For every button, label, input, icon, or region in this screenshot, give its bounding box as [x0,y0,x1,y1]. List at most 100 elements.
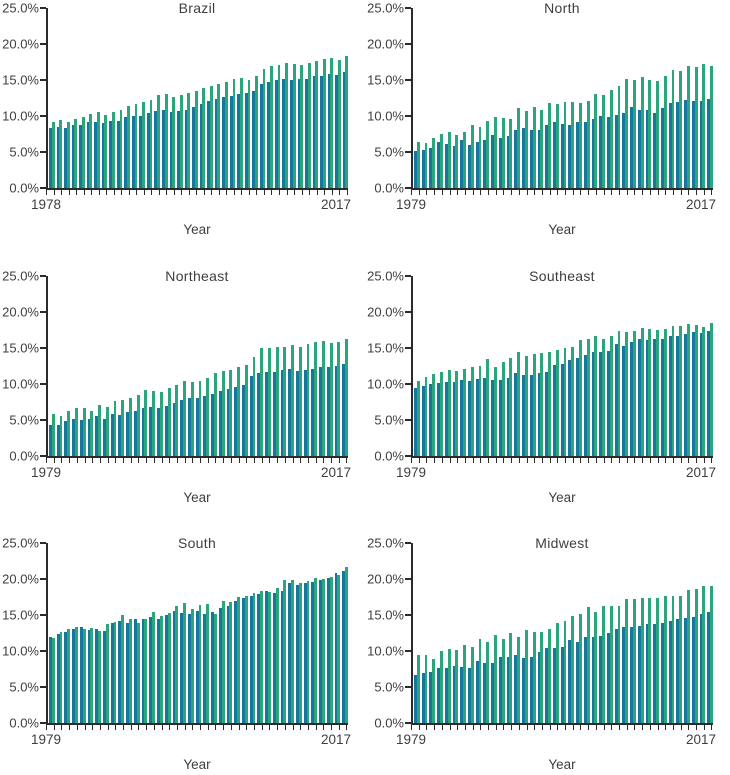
x-axis-tick [315,458,317,463]
x-axis-tick [703,458,705,463]
x-axis-tick [603,458,605,463]
y-axis-tick [40,383,46,385]
bar-teal [676,619,680,723]
bar-green [540,631,544,723]
x-axis-ticks [46,725,348,730]
bar-group [545,276,551,456]
bar-teal [87,630,91,723]
bar-green [337,59,341,188]
bar-group [327,8,334,188]
bar-teal [335,74,338,188]
bar-green [306,581,310,723]
bar-green [679,71,683,188]
bar-group [259,8,266,188]
bar-group [133,543,140,723]
y-axis-tick [405,187,411,189]
bar-green [159,391,163,456]
x-axis-tick [153,458,155,463]
bar-green [548,351,551,456]
bar-green [113,401,117,456]
bar-group [234,276,240,456]
bar-teal [460,140,464,188]
x-axis-tick [169,458,171,463]
bar-teal [545,371,549,456]
bar-teal [334,366,338,456]
bar-group [475,543,482,723]
x-axis-tick [580,725,582,730]
bar-green [648,598,652,723]
x-axis-tick [464,725,466,730]
x-axis-tick [98,190,100,195]
bar-green [447,648,451,723]
y-tick-label: 20.0% [2,36,39,52]
bar-green [501,118,505,188]
x-axis-tick [449,458,451,463]
bar-group [49,276,55,456]
bar-teal [87,419,91,456]
bar-teal [342,363,346,456]
bar-green [175,606,179,723]
bar-group [591,543,598,723]
y-axis-tick [405,43,411,45]
x-axis-tick [331,190,333,195]
x-axis-tick [511,458,513,463]
x-axis-title: Year [183,222,211,237]
bar-green [190,609,194,723]
bar-group [124,8,130,188]
bar-green [157,95,160,188]
x-axis-tick [256,190,258,195]
bar-green [694,67,698,188]
x-axis-last-year: 2017 [320,732,351,747]
bar-teal [149,617,153,723]
bar-green [532,354,536,456]
bar-group [522,543,528,723]
bar-group [552,276,559,456]
y-tick-label: 5.0% [374,679,404,695]
bar-group [280,276,287,456]
chart-midwest: Midwest 25.0% 20.0% 15.0% 10.0% 5.0% 0.0% 197… [365,517,730,775]
x-axis-tick [169,725,171,730]
x-axis-tick [269,458,271,463]
bar-green [617,330,621,456]
bar-teal [133,410,137,456]
bar-group [187,543,194,723]
bar-teal [237,94,241,188]
x-axis-tick [76,190,78,195]
bar-group [552,8,559,188]
x-axis-tick [200,725,202,730]
bar-group [296,276,302,456]
bar-teal [514,129,518,188]
y-tick-label: 20.0% [367,36,404,52]
bar-group [545,8,551,188]
bar-group [203,276,210,456]
bar-green [152,612,156,723]
bar-green [432,373,436,456]
x-axis-tick [503,190,505,195]
bar-group [475,276,482,456]
bar-green [501,638,505,723]
y-axis-tick [405,578,411,580]
bar-green [694,589,698,723]
bar-teal [177,110,180,188]
x-axis-tick [53,725,55,730]
y-tick-label: 0.0% [374,715,404,731]
bar-group [241,543,248,723]
x-axis-tick [128,190,130,195]
bar-green [440,134,443,188]
bar-green [648,80,652,188]
bar-group [180,543,186,723]
bar-teal [222,97,225,188]
bar-green [463,368,467,456]
bar-green [656,330,659,456]
x-axis-tick [184,458,186,463]
bar-teal [195,611,199,723]
bar-group [514,8,521,188]
bar-green [663,596,667,723]
bar-green [548,629,551,723]
bar-group [272,543,279,723]
bar-group [265,543,271,723]
bar-green [252,357,256,456]
bar-green [291,580,294,723]
x-axis-tick [572,458,574,463]
x-axis-tick [130,458,132,463]
